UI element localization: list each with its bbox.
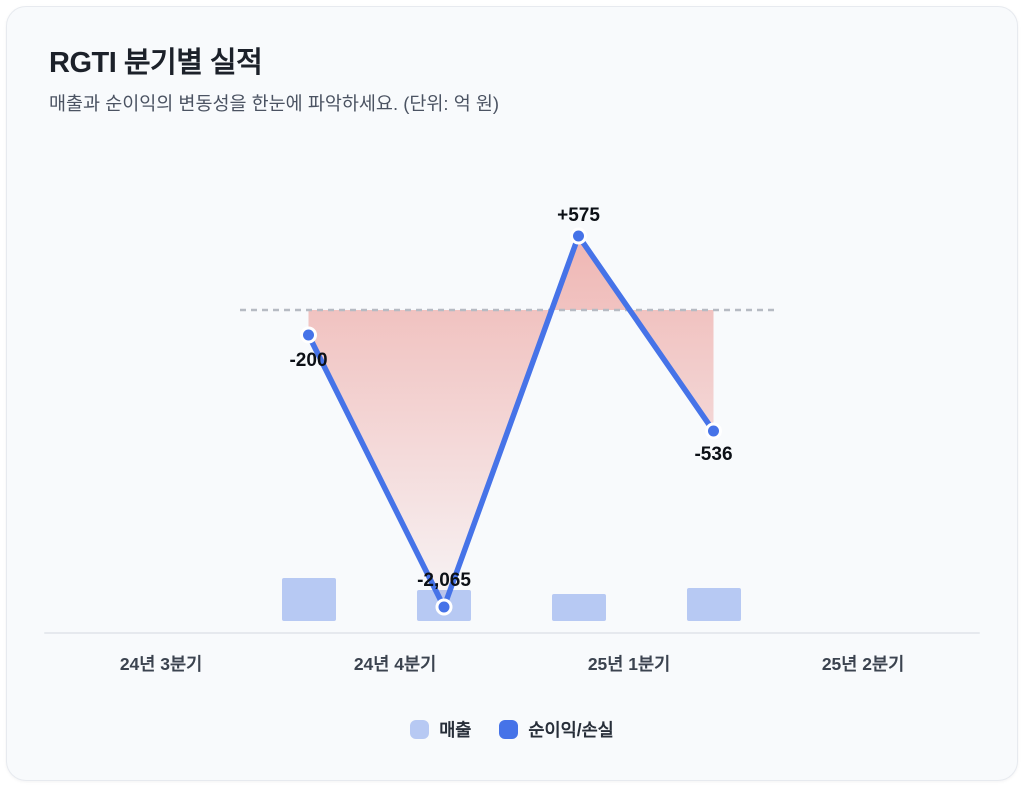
legend-label-net-income: 순이익/손실 bbox=[528, 720, 614, 740]
page-title: RGTI 분기별 실적 bbox=[49, 47, 263, 79]
x-label-q4-24: 24년 4분기 bbox=[353, 654, 437, 674]
net-income-line bbox=[305, 233, 717, 610]
net-value-label-q4-24: -2,065 bbox=[417, 570, 471, 591]
legend-item-revenue[interactable]: 매출 bbox=[410, 717, 471, 742]
chart-legend: 매출 순이익/손실 bbox=[0, 717, 1024, 742]
revenue-bar-q2-25[interactable] bbox=[687, 588, 741, 621]
page-subtitle: 매출과 순이익의 변동성을 한눈에 파악하세요. (단위: 억 원) bbox=[49, 93, 500, 114]
revenue-bar-q3-24[interactable] bbox=[282, 578, 336, 621]
net-point-q4-24[interactable] bbox=[435, 598, 453, 616]
x-label-q1-25: 25년 1분기 bbox=[587, 654, 671, 674]
net-value-label-q2-25: -536 bbox=[694, 444, 732, 465]
x-label-q3-24: 24년 3분기 bbox=[119, 654, 203, 674]
legend-item-net-income[interactable]: 순이익/손실 bbox=[499, 717, 614, 742]
revenue-bar-q1-25[interactable] bbox=[552, 594, 606, 621]
x-axis-labels: 24년 3분기 24년 4분기 25년 1분기 25년 2분기 bbox=[44, 651, 980, 676]
net-point-q2-25[interactable] bbox=[705, 422, 722, 440]
net-value-label-q1-25: +575 bbox=[557, 205, 600, 226]
revenue-swatch-icon bbox=[410, 720, 430, 739]
x-label-q2-25: 25년 2분기 bbox=[821, 654, 905, 674]
net-value-label-q3-24: -200 bbox=[289, 350, 327, 371]
net-income-swatch-icon bbox=[499, 720, 519, 739]
x-axis-line bbox=[44, 632, 980, 634]
legend-label-revenue: 매출 bbox=[439, 720, 472, 740]
net-point-q3-24[interactable] bbox=[300, 326, 317, 344]
net-point-q1-25[interactable] bbox=[570, 227, 587, 245]
